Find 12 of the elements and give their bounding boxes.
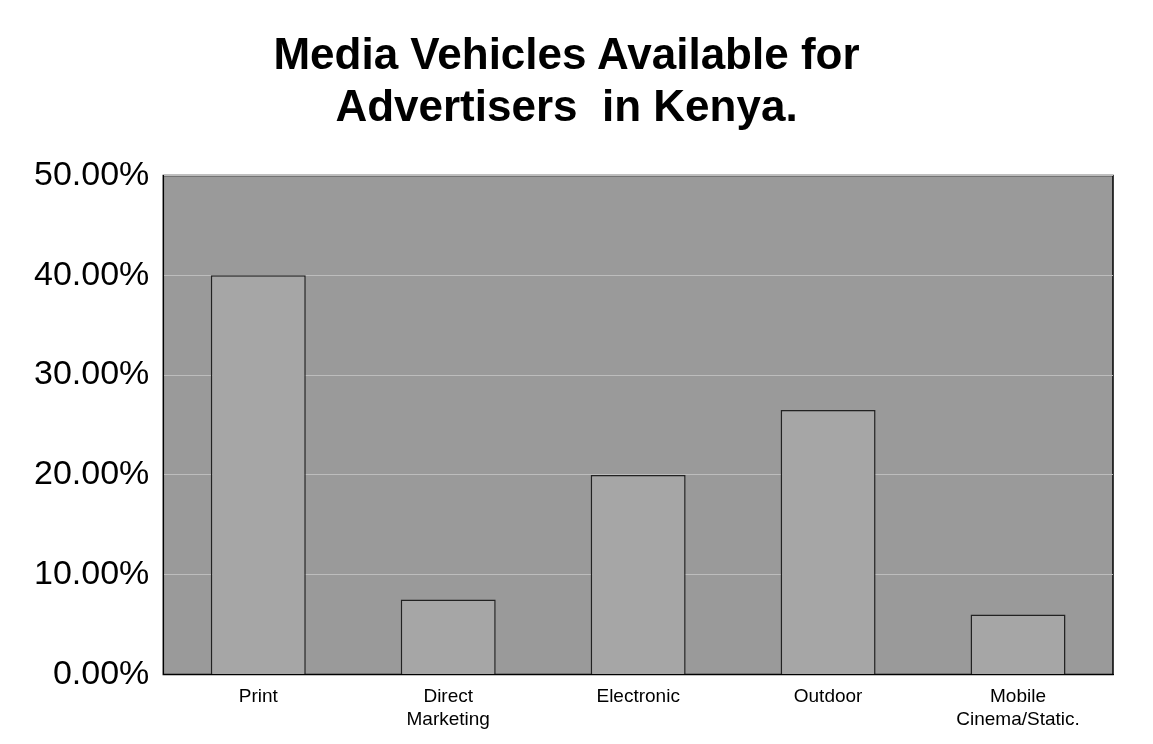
- x-tick-label: Print: [238, 685, 279, 707]
- chart-title: Media Vehicles Available for Advertisers in Kenya.: [273, 28, 860, 131]
- y-tick-label: 30.00%: [33, 353, 150, 392]
- y-tick-label: 40.00%: [33, 253, 150, 292]
- x-tick-label: Electronic: [596, 685, 680, 707]
- x-tick-label: Outdoor: [793, 685, 864, 707]
- x-tick-label: Mobile Cinema/Static.: [956, 685, 1080, 729]
- y-tick-label: 0.00%: [52, 652, 150, 691]
- x-tick-label: Direct Marketing: [406, 685, 490, 729]
- y-tick-label: 10.00%: [33, 553, 150, 592]
- y-tick-label: 50.00%: [33, 153, 150, 192]
- y-tick-label: 20.00%: [33, 453, 150, 492]
